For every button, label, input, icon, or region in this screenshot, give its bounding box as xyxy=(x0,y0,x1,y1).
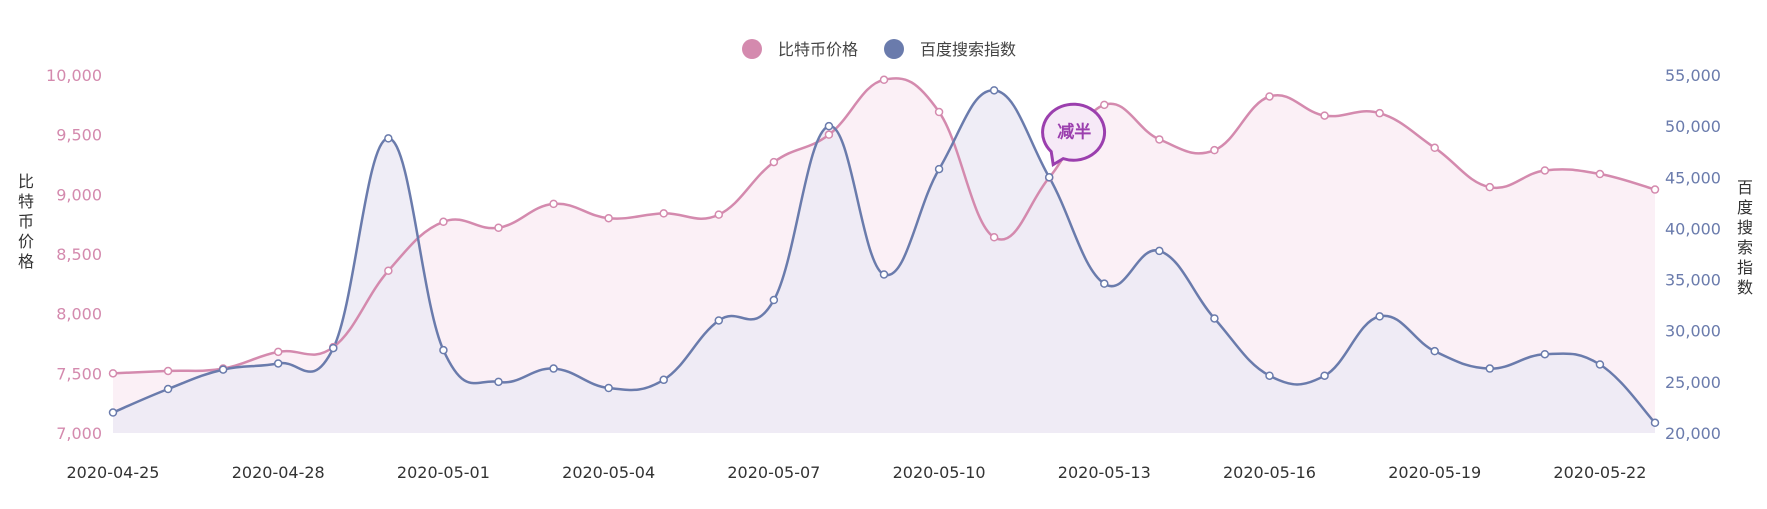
point-series-1-1[interactable] xyxy=(163,384,173,394)
point-series-1-23[interactable] xyxy=(1375,312,1384,321)
x-tick-label: 2020-05-19 xyxy=(1388,463,1481,482)
point-series-0-26[interactable] xyxy=(1540,166,1550,175)
y-axis-left: 7,000 7,500 8,000 8,500 9,000 9,500 10,000 比特币价… xyxy=(18,66,102,443)
point-series-1-13[interactable] xyxy=(824,121,834,131)
point-series-0-8[interactable] xyxy=(549,199,558,209)
point-series-1-6[interactable] xyxy=(439,345,448,355)
x-tick-label: 2020-05-04 xyxy=(562,463,655,482)
point-series-0-23[interactable] xyxy=(1375,108,1384,118)
point-series-0-10[interactable] xyxy=(659,209,668,218)
point-series-1-8[interactable] xyxy=(549,364,558,373)
legend-marker-0[interactable] xyxy=(742,39,762,59)
y-right-tick-label: 30,000 xyxy=(1665,322,1721,341)
point-series-0-16[interactable] xyxy=(989,233,999,242)
point-series-0-27[interactable] xyxy=(1595,169,1605,179)
point-series-0-11[interactable] xyxy=(714,210,724,219)
point-series-1-21[interactable] xyxy=(1265,371,1274,380)
point-series-0-12[interactable] xyxy=(769,157,779,167)
legend-label-1[interactable]: 百度搜索指数 xyxy=(920,40,1016,59)
point-series-1-10[interactable] xyxy=(659,375,668,385)
y-left-tick-label: 9,000 xyxy=(56,185,102,204)
point-series-1-20[interactable] xyxy=(1210,314,1219,323)
y-right-tick-label: 55,000 xyxy=(1665,66,1721,85)
point-series-0-7[interactable] xyxy=(494,223,503,232)
point-series-0-28[interactable] xyxy=(1650,185,1660,194)
point-series-0-22[interactable] xyxy=(1320,111,1329,120)
annotation-bubble xyxy=(1041,102,1107,168)
point-series-0-1[interactable] xyxy=(163,366,173,376)
y-left-tick-label: 7,000 xyxy=(56,424,102,443)
point-series-0-0[interactable] xyxy=(108,369,118,378)
point-series-0-13[interactable] xyxy=(824,130,834,139)
y-right-tick-label: 20,000 xyxy=(1665,424,1721,443)
point-series-0-9[interactable] xyxy=(604,213,613,223)
point-series-1-2[interactable] xyxy=(218,365,228,374)
y-left-tick-label: 8,500 xyxy=(56,245,102,264)
point-series-1-24[interactable] xyxy=(1430,346,1439,356)
point-series-1-7[interactable] xyxy=(494,377,503,387)
x-tick-label: 2020-05-01 xyxy=(397,463,490,482)
legend-marker-1[interactable] xyxy=(884,39,904,59)
y-right-axis-label: 百度搜索指数 xyxy=(1737,178,1753,297)
point-series-1-12[interactable] xyxy=(769,295,779,305)
x-axis: 2020-04-25 2020-04-28 2020-05-01 2020-05-04… xyxy=(67,463,1647,482)
point-series-1-27[interactable] xyxy=(1595,360,1605,369)
y-left-tick-label: 8,000 xyxy=(56,305,102,324)
x-tick-label: 2020-04-25 xyxy=(67,463,160,482)
point-series-0-25[interactable] xyxy=(1485,182,1495,192)
x-tick-label: 2020-05-10 xyxy=(893,463,986,482)
point-series-1-14[interactable] xyxy=(879,270,889,279)
point-series-0-14[interactable] xyxy=(879,75,889,85)
y-left-axis-label: 比特币价格 xyxy=(18,172,34,271)
point-series-0-18[interactable] xyxy=(1100,100,1109,110)
y-right-tick-label: 45,000 xyxy=(1665,168,1721,187)
y-axis-right: 20,000 25,000 30,000 35,000 40,000 45,000 50,0… xyxy=(1665,66,1753,443)
y-right-tick-label: 25,000 xyxy=(1665,373,1721,392)
annotation-label: 减半 xyxy=(1057,122,1091,143)
x-tick-label: 2020-05-13 xyxy=(1058,463,1151,482)
point-series-1-15[interactable] xyxy=(934,164,944,174)
legend: 比特币价格 百度搜索指数 xyxy=(742,39,1016,59)
point-series-1-4[interactable] xyxy=(329,343,338,353)
x-tick-label: 2020-05-22 xyxy=(1553,463,1646,482)
y-left-tick-label: 7,500 xyxy=(56,364,102,383)
series-points xyxy=(108,75,1660,428)
point-series-1-28[interactable] xyxy=(1650,418,1660,428)
point-series-1-9[interactable] xyxy=(604,383,613,393)
point-series-1-11[interactable] xyxy=(714,316,724,325)
x-tick-label: 2020-05-16 xyxy=(1223,463,1316,482)
point-series-1-5[interactable] xyxy=(384,134,393,143)
point-series-1-19[interactable] xyxy=(1155,246,1164,256)
series-areas xyxy=(113,78,1655,433)
point-series-0-24[interactable] xyxy=(1430,143,1439,153)
point-series-1-18[interactable] xyxy=(1100,279,1109,288)
point-series-0-3[interactable] xyxy=(273,347,283,357)
point-series-1-3[interactable] xyxy=(273,359,283,368)
point-series-1-26[interactable] xyxy=(1540,349,1550,359)
line-series-1 xyxy=(112,89,1656,424)
point-series-0-15[interactable] xyxy=(934,107,944,117)
y-left-tick-label: 10,000 xyxy=(46,66,102,85)
annotation: 减半 xyxy=(1041,102,1107,168)
point-series-1-17[interactable] xyxy=(1044,173,1054,182)
point-series-1-22[interactable] xyxy=(1320,371,1329,380)
point-series-0-5[interactable] xyxy=(384,266,393,275)
point-series-0-21[interactable] xyxy=(1265,92,1274,101)
point-series-0-6[interactable] xyxy=(439,217,448,227)
point-series-0-19[interactable] xyxy=(1155,135,1164,144)
x-tick-label: 2020-05-07 xyxy=(727,463,820,482)
point-series-1-16[interactable] xyxy=(989,86,999,95)
legend-label-0[interactable]: 比特币价格 xyxy=(778,40,858,59)
point-series-0-20[interactable] xyxy=(1210,145,1219,155)
point-series-1-0[interactable] xyxy=(108,408,118,417)
y-right-tick-label: 50,000 xyxy=(1665,117,1721,136)
area-series-0 xyxy=(113,78,1655,433)
y-left-tick-label: 9,500 xyxy=(56,126,102,145)
point-series-1-25[interactable] xyxy=(1485,364,1495,373)
y-right-tick-label: 40,000 xyxy=(1665,219,1721,238)
x-tick-label: 2020-04-28 xyxy=(232,463,325,482)
y-right-tick-label: 35,000 xyxy=(1665,271,1721,290)
